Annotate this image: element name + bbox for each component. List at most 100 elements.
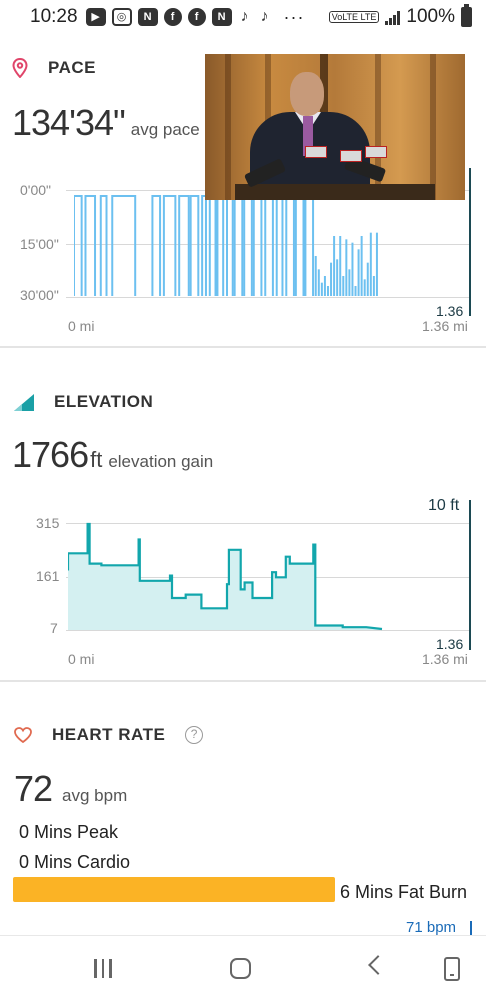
elevation-unit-short: ft: [90, 447, 103, 472]
section-divider: [0, 346, 486, 348]
curtain-fold: [225, 54, 231, 200]
elevation-y-tick-1: 161: [36, 568, 60, 584]
facebook-icon: f: [187, 8, 206, 26]
elevation-y-tick-0: 315: [36, 515, 60, 531]
pace-segment: [189, 195, 200, 296]
elevation-x-start: 0 mi: [68, 651, 95, 667]
more-dots-icon: ···: [283, 6, 305, 27]
pace-x-end: 1.36 mi: [422, 318, 468, 334]
elevation-unit: elevation gain: [108, 452, 214, 471]
elevation-header: ELEVATION: [14, 392, 153, 412]
pace-segment: [243, 195, 253, 296]
pace-segment: [252, 195, 263, 296]
pace-segment: [226, 195, 234, 296]
curtain-fold: [430, 54, 436, 200]
elevation-cursor-line[interactable]: [469, 500, 471, 650]
battery-percent: 100%: [406, 6, 455, 27]
signal-icon: [385, 9, 401, 25]
pace-segment: [162, 195, 177, 296]
elevation-chart[interactable]: [68, 522, 470, 634]
pace-segment: [304, 195, 315, 296]
pace-segment: [151, 195, 162, 296]
pace-y-tick-1: 15'00": [20, 236, 59, 252]
keyboard-icon[interactable]: [444, 957, 460, 981]
curtain-fold: [375, 54, 381, 200]
pace-segment: [294, 195, 305, 296]
pace-segment: [178, 195, 190, 296]
pace-segment: [216, 195, 225, 296]
pace-chart[interactable]: [74, 188, 470, 300]
pace-cursor-value: 1.36: [436, 303, 464, 319]
elevation-x-end: 1.36 mi: [422, 651, 468, 667]
pace-segment: [285, 195, 295, 296]
pace-segment: [208, 195, 217, 296]
pace-segment: [74, 195, 83, 296]
pace-segment: [233, 195, 244, 296]
location-pin-icon: [12, 58, 28, 78]
status-right: VoLTE LTE 100%: [328, 4, 472, 28]
section-divider: [0, 680, 486, 682]
pace-y-tick-0: 0'00": [20, 182, 52, 198]
pace-cursor-line[interactable]: [469, 168, 471, 316]
help-icon[interactable]: ?: [185, 726, 204, 744]
pace-segment: [201, 195, 207, 296]
status-time: 10:28: [30, 6, 78, 27]
recent-apps-icon[interactable]: [94, 959, 112, 978]
home-icon[interactable]: [230, 958, 251, 979]
heart-rate-stat: 72 avg bpm: [14, 768, 127, 810]
microphone-flag: [340, 150, 362, 162]
elevation-icon: [14, 393, 34, 411]
pace-segment: [99, 195, 108, 296]
speaker-head: [290, 72, 324, 116]
heart-rate-marker-tick: [470, 921, 472, 935]
elevation-value: 1766: [12, 434, 89, 475]
heart-rate-title: HEART RATE: [52, 725, 166, 744]
tiktok-icon: ♪: [260, 8, 269, 25]
pace-y-tick-2: 30'00": [20, 287, 59, 303]
pace-value: 134'34": [12, 102, 126, 143]
elevation-cursor-top-value: 10 ft: [428, 497, 460, 514]
pace-gridline: [66, 297, 470, 298]
pace-segment: [111, 195, 137, 296]
microphone-flag: [305, 146, 327, 158]
battery-icon: [461, 4, 472, 27]
pace-segment: [275, 195, 284, 296]
pace-title: PACE: [48, 58, 96, 77]
heart-rate-header: HEART RATE ?: [14, 725, 204, 745]
facebook-icon: f: [163, 8, 182, 26]
elevation-cursor-value: 1.36: [436, 636, 464, 652]
tiktok-icon: ♪: [240, 8, 249, 25]
zone-cardio: 0 Mins Cardio: [19, 852, 131, 872]
elevation-line: [68, 522, 383, 631]
notification-icons: ▶ ◎ N f f N ♪ ♪ ···: [85, 6, 311, 28]
zone-fat-burn: 6 Mins Fat Burn: [340, 882, 468, 902]
heart-rate-marker: 71 bpm: [406, 919, 457, 936]
picture-in-picture-video[interactable]: [205, 54, 465, 200]
youtube-icon: ▶: [85, 8, 106, 26]
volte-icon: VoLTE LTE: [328, 11, 380, 23]
pace-stat: 134'34" avg pace: [12, 102, 200, 144]
fat-burn-bar: [13, 877, 335, 902]
news-icon: N: [211, 8, 232, 26]
pace-header: PACE: [12, 58, 96, 78]
instagram-icon: ◎: [111, 8, 132, 26]
pace-x-start: 0 mi: [68, 318, 95, 334]
microphone-flag: [365, 146, 387, 158]
elevation-y-tick-2: 7: [50, 620, 58, 636]
pace-segment: [84, 195, 97, 296]
elevation-title: ELEVATION: [54, 392, 154, 411]
speaker-tie: [303, 116, 313, 156]
elevation-gridline: [66, 630, 470, 631]
elevation-gridline: [66, 577, 470, 578]
pace-unit: avg pace: [130, 120, 200, 139]
news-icon: N: [137, 8, 158, 26]
pace-gridline: [66, 244, 470, 245]
elevation-stat: 1766 ft elevation gain: [12, 434, 213, 476]
heart-icon: [14, 727, 32, 743]
podium: [235, 184, 435, 200]
status-bar: 10:28 ▶ ◎ N f f N ♪ ♪ ··· VoLTE LTE 100%: [0, 0, 486, 34]
pace-segment: [264, 195, 274, 296]
elevation-gridline: [66, 523, 470, 524]
heart-rate-unit: avg bpm: [62, 786, 128, 805]
back-icon[interactable]: [368, 955, 388, 975]
